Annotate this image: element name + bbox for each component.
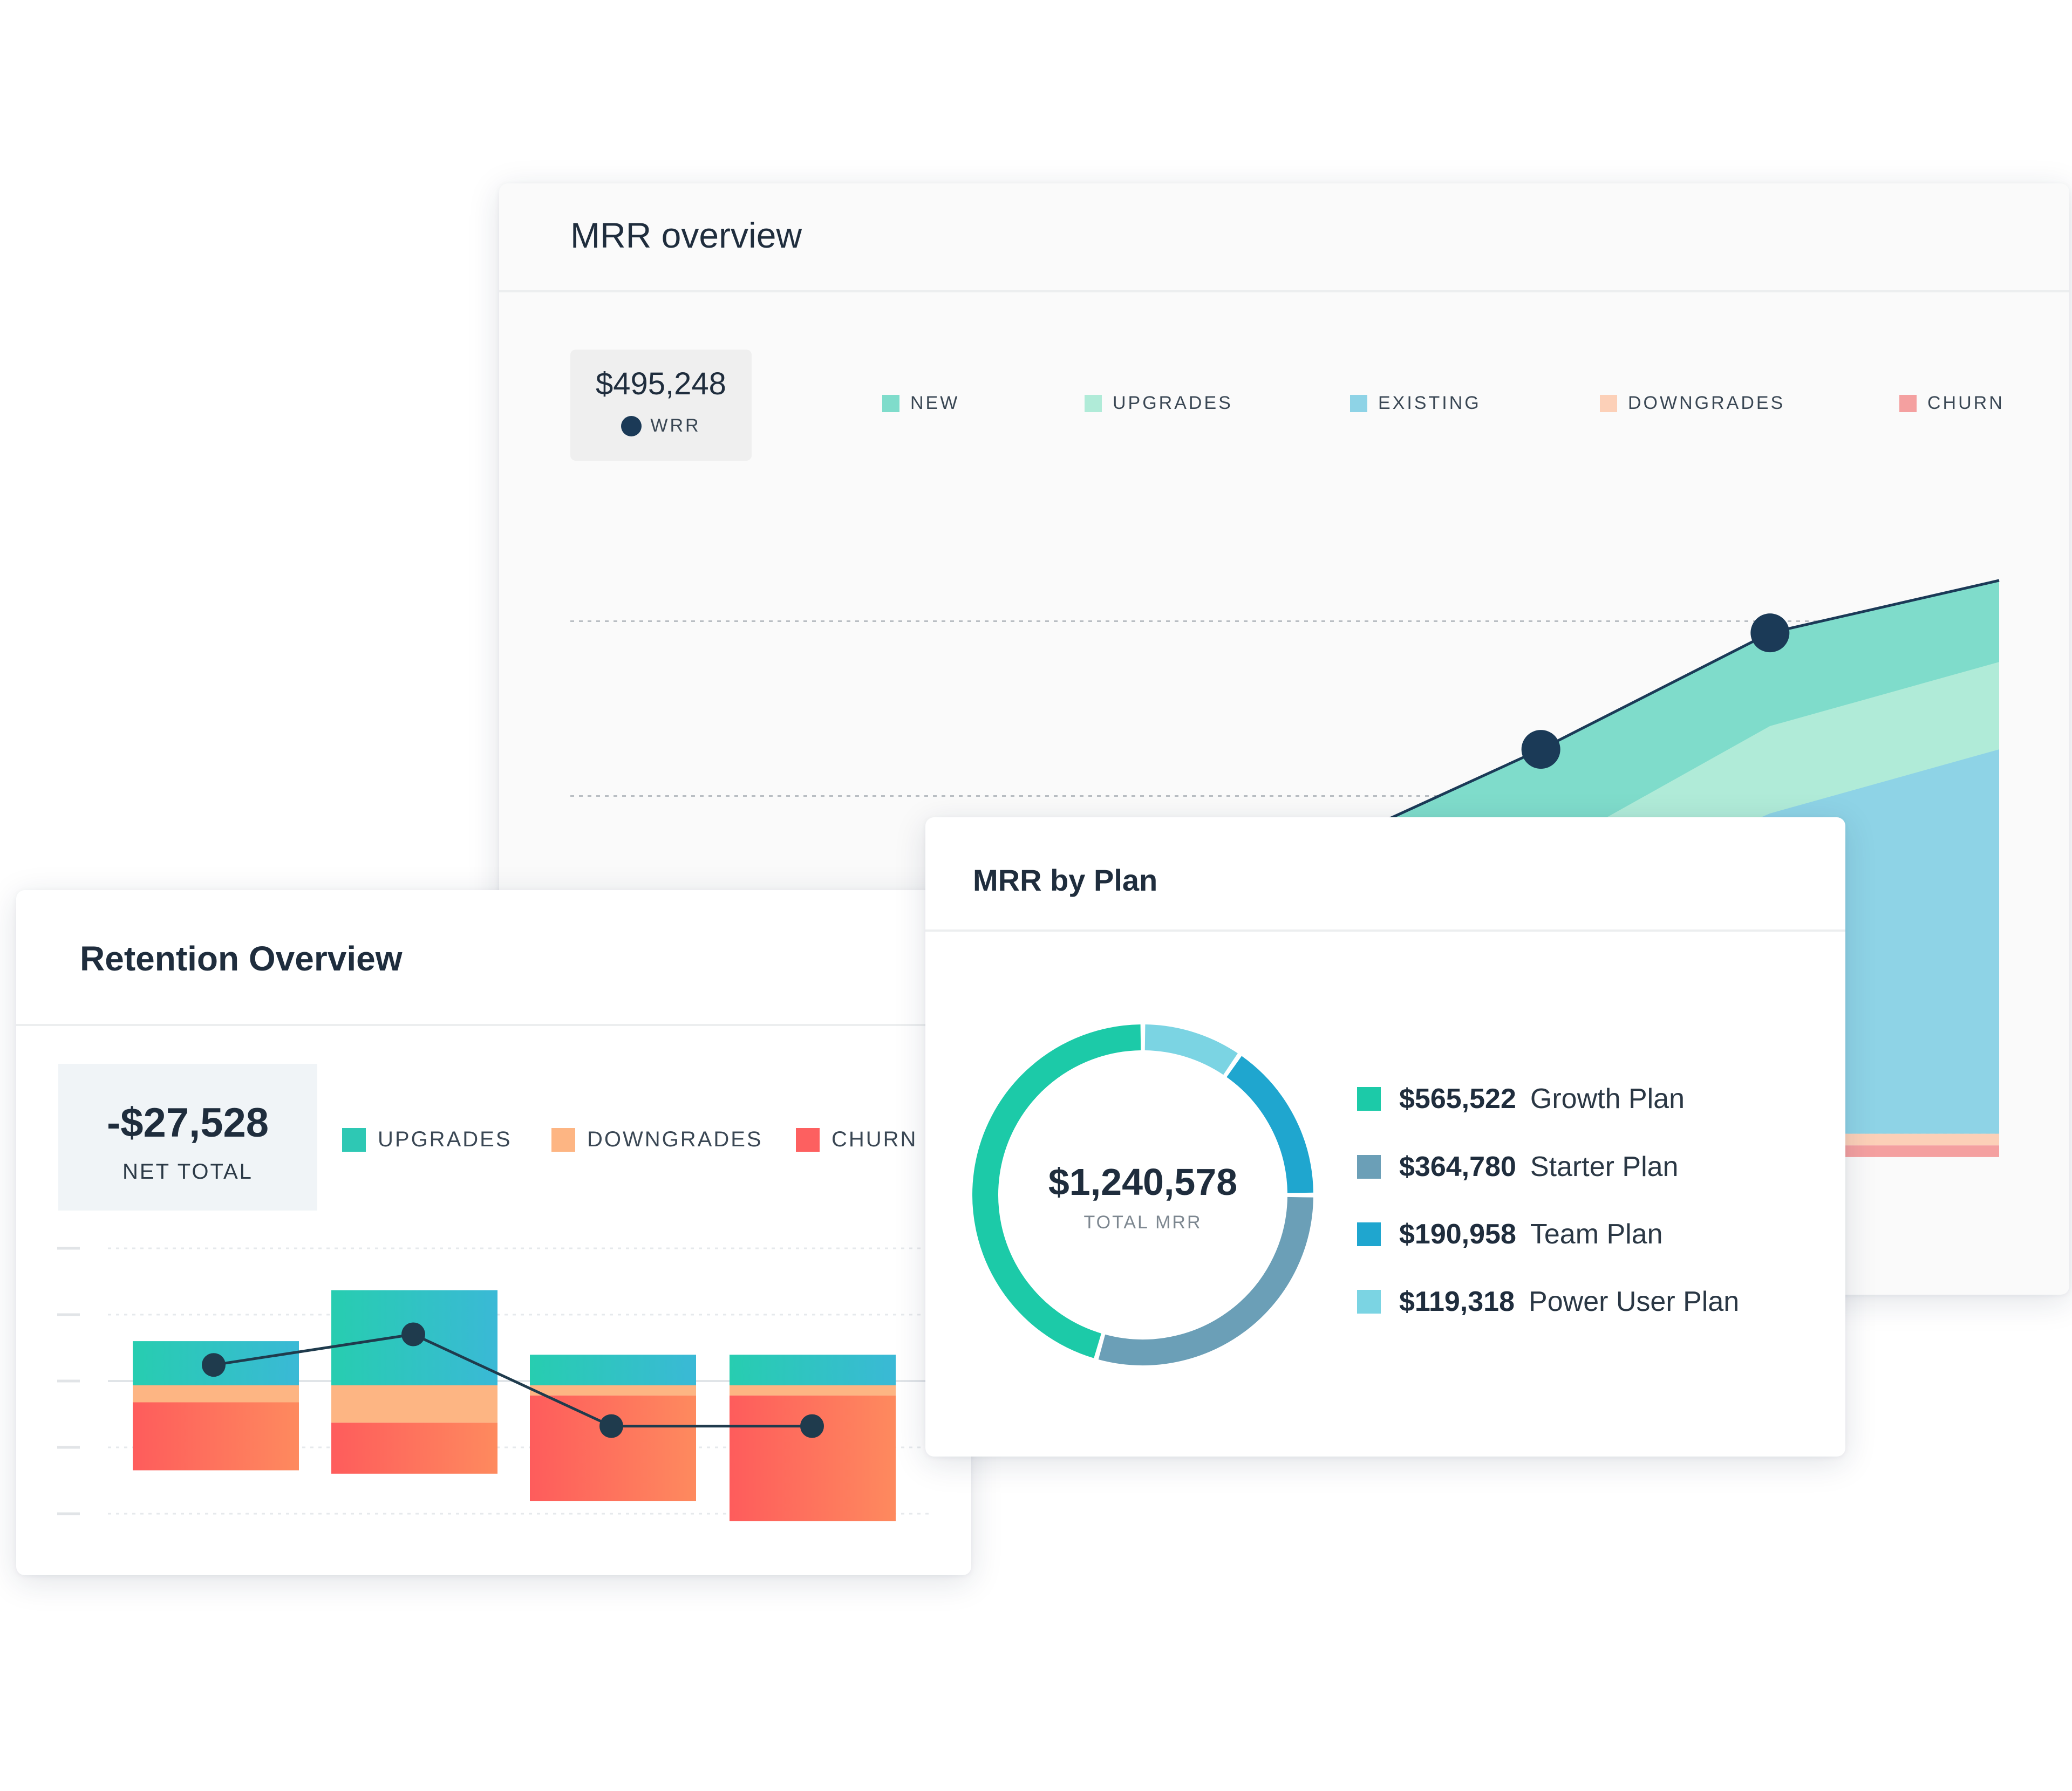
total-mrr-label: TOTAL MRR [1083, 1212, 1202, 1233]
legend-churn[interactable]: CHURN [1899, 393, 2005, 414]
donut-slice-team-plan [1226, 1056, 1313, 1193]
plan-row-team[interactable]: $190,958 Team Plan [1357, 1218, 1663, 1250]
plan-power-name: Power User Plan [1529, 1286, 1740, 1317]
legend-new-swatch [882, 394, 899, 412]
legend-new[interactable]: NEW [882, 393, 959, 414]
ret-legend-upgrades[interactable]: UPGRADES [342, 1127, 512, 1152]
bar-downgrades [530, 1385, 696, 1396]
net-total-summary: -$27,528 NET TOTAL [58, 1064, 317, 1211]
mrr-by-plan-card: MRR by Plan $1,240,578 TOTAL MRR $565,52… [925, 817, 1845, 1457]
retention-overview-card: Retention Overview -$27,528 NET TOTAL UP… [16, 890, 971, 1575]
bar-downgrades [730, 1385, 896, 1396]
legend-churn-swatch [1899, 394, 1917, 412]
legend-existing-label: EXISTING [1378, 393, 1481, 413]
plan-team-value: $190,958 [1399, 1219, 1516, 1250]
net-point [800, 1414, 824, 1438]
plan-row-growth[interactable]: $565,522 Growth Plan [1357, 1083, 1685, 1115]
wrr-point [1521, 730, 1560, 769]
ret-legend-downgrades-swatch [551, 1127, 575, 1152]
legend-upgrades[interactable]: UPGRADES [1085, 393, 1233, 414]
wrr-summary: $495,248 WRR [570, 350, 752, 461]
plan-growth-swatch [1357, 1087, 1381, 1111]
ret-legend-churn-label: CHURN [831, 1127, 918, 1151]
ret-legend-downgrades[interactable]: DOWNGRADES [551, 1127, 763, 1152]
net-line [213, 1332, 812, 1428]
bar-downgrades [331, 1385, 497, 1423]
wrr-point [1750, 613, 1790, 653]
mrr-overview-title: MRR overview [570, 215, 802, 255]
ret-legend-upgrades-label: UPGRADES [378, 1127, 512, 1151]
net-total-label: NET TOTAL [122, 1160, 253, 1184]
donut-slice-growth-plan [972, 1024, 1141, 1358]
wrr-value: $495,248 [596, 366, 726, 401]
mrr-by-plan-divider [925, 929, 1845, 932]
retention-divider [16, 1024, 971, 1026]
ret-legend-downgrades-label: DOWNGRADES [587, 1127, 763, 1151]
wrr-dot-icon [621, 415, 642, 436]
legend-downgrades-swatch [1600, 394, 1617, 412]
net-point [202, 1353, 226, 1377]
bar-downgrades [133, 1385, 299, 1403]
net-point [401, 1322, 425, 1346]
bar-upgrades [730, 1355, 896, 1385]
plan-team-swatch [1357, 1222, 1381, 1246]
wrr-label-row: WRR [570, 415, 752, 436]
plan-power-swatch [1357, 1290, 1381, 1314]
mrr-overview-divider [499, 290, 2069, 292]
bar-upgrades [530, 1355, 696, 1385]
plan-starter-name: Starter Plan [1530, 1151, 1679, 1182]
mrr-by-plan-title: MRR by Plan [973, 863, 1158, 897]
plan-growth-name: Growth Plan [1530, 1083, 1685, 1115]
mrr-donut-chart: $1,240,578 TOTAL MRR [972, 1024, 1313, 1365]
retention-title: Retention Overview [80, 939, 403, 978]
legend-upgrades-label: UPGRADES [1113, 393, 1233, 413]
bar-churn [133, 1402, 299, 1471]
legend-churn-label: CHURN [1927, 393, 2005, 413]
legend-downgrades[interactable]: DOWNGRADES [1600, 393, 1785, 414]
legend-existing-swatch [1350, 394, 1367, 412]
total-mrr-value: $1,240,578 [1048, 1161, 1237, 1203]
plan-team-name: Team Plan [1530, 1219, 1663, 1250]
legend-new-label: NEW [910, 393, 960, 413]
plan-power-value: $119,318 [1399, 1286, 1515, 1317]
plan-row-starter[interactable]: $364,780 Starter Plan [1357, 1151, 1678, 1183]
legend-upgrades-swatch [1085, 394, 1102, 412]
donut-slice-starter-plan [1098, 1197, 1313, 1365]
bar-churn [530, 1395, 696, 1501]
plan-growth-value: $565,522 [1399, 1083, 1516, 1115]
ret-legend-churn[interactable]: CHURN [796, 1127, 917, 1152]
wrr-label: WRR [650, 415, 701, 436]
plan-starter-swatch [1357, 1155, 1381, 1179]
ret-legend-upgrades-swatch [342, 1127, 366, 1152]
donut-slice-power-user-plan [1144, 1024, 1238, 1075]
plan-starter-value: $364,780 [1399, 1151, 1516, 1182]
bar-churn [331, 1423, 497, 1474]
legend-downgrades-label: DOWNGRADES [1628, 393, 1785, 413]
plan-row-power[interactable]: $119,318 Power User Plan [1357, 1286, 1739, 1318]
ret-legend-churn-swatch [796, 1127, 820, 1152]
retention-bar-chart [57, 1247, 933, 1521]
net-total-value: -$27,528 [106, 1100, 269, 1146]
net-point [599, 1414, 623, 1438]
legend-existing[interactable]: EXISTING [1350, 393, 1481, 414]
